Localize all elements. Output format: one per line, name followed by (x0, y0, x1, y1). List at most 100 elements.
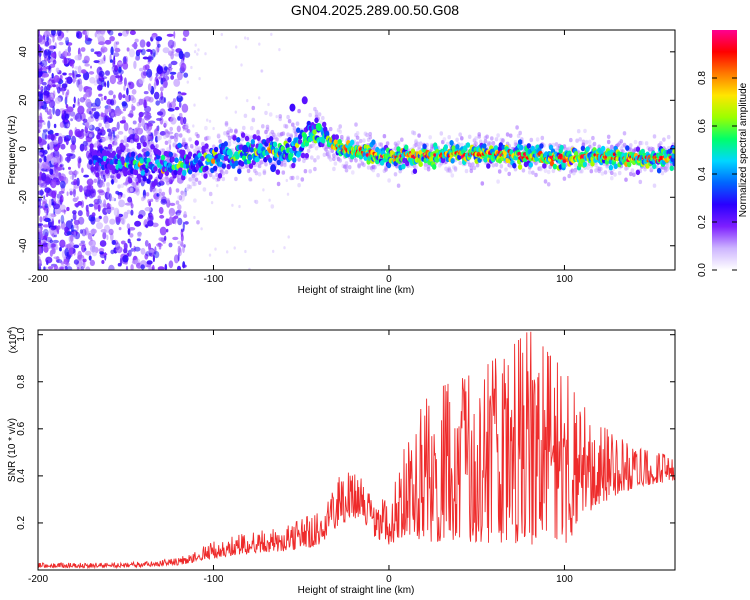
halo-blob (629, 171, 633, 177)
halo-blob (534, 172, 538, 178)
noise-blob (100, 112, 107, 118)
noise-blob (47, 120, 51, 129)
ridge-blob (580, 145, 586, 152)
noise-blob (51, 247, 56, 255)
noise-blob (39, 216, 43, 223)
noise-blob (144, 105, 152, 113)
halo-blob (122, 193, 126, 199)
noise-blob (184, 221, 189, 225)
halo-blob (129, 139, 134, 144)
noise-blob (153, 251, 160, 259)
noise-blob (146, 49, 152, 52)
halo-blob (328, 157, 333, 162)
halo-blob (488, 141, 493, 146)
noise-blob (104, 191, 110, 200)
halo-blob (142, 195, 147, 200)
halo-blob (178, 113, 183, 118)
noise-blob (173, 215, 179, 219)
ridge-blob (512, 162, 517, 169)
noise-blob (150, 49, 153, 55)
noise-blob (153, 91, 160, 100)
noise-blob (170, 60, 178, 66)
noise-blob (66, 206, 70, 212)
noise-blob (99, 240, 107, 247)
noise-blob (159, 108, 166, 118)
noise-blob (50, 53, 55, 58)
noise-blob (170, 51, 175, 60)
noise-blob (84, 145, 88, 151)
halo-blob (221, 171, 226, 176)
noise-blob (85, 121, 90, 129)
halo-blob (223, 131, 227, 136)
noise-blob (77, 210, 83, 217)
halo-blob (562, 176, 567, 181)
noise-blob (107, 105, 112, 113)
ridge-blob (170, 156, 175, 163)
noise-blob (140, 48, 146, 56)
halo-blob (586, 165, 590, 170)
noise-blob (43, 164, 47, 170)
ridge-blob (350, 139, 355, 146)
noise-blob (85, 250, 92, 256)
noise-blob (248, 267, 251, 270)
noise-blob (97, 195, 101, 200)
noise-blob (76, 177, 80, 187)
halo-blob (387, 178, 391, 183)
halo-blob (412, 131, 417, 136)
halo-blob (354, 122, 358, 127)
halo-blob (303, 169, 308, 174)
noise-blob (64, 248, 69, 257)
snr-series-line (38, 331, 675, 570)
halo-blob (90, 130, 94, 135)
ridge-blob (157, 162, 162, 168)
noise-blob (82, 118, 88, 123)
halo-blob (580, 169, 584, 174)
noise-blob (138, 209, 146, 218)
noise-blob (126, 87, 129, 96)
halo-blob (640, 140, 644, 146)
halo-blob (494, 162, 499, 167)
noise-blob (86, 144, 89, 153)
halo-blob (507, 171, 512, 177)
noise-blob (123, 122, 129, 132)
noise-blob (38, 201, 42, 206)
noise-blob (124, 202, 132, 206)
noise-blob (258, 42, 261, 46)
halo-blob (355, 135, 360, 140)
ridge-blob (116, 173, 121, 179)
halo-blob (617, 170, 622, 176)
halo-blob (665, 167, 669, 172)
halo-blob (332, 166, 336, 172)
ridge-blob (302, 133, 308, 139)
noise-blob (47, 134, 56, 140)
noise-blob (110, 59, 113, 63)
noise-blob (60, 143, 66, 150)
halo-blob (308, 112, 313, 118)
ridge-blob (386, 162, 392, 169)
halo-blob (313, 158, 317, 163)
noise-blob (46, 154, 53, 162)
noise-blob (62, 72, 67, 76)
halo-blob (254, 199, 259, 205)
halo-blob (99, 171, 104, 176)
noise-blob (180, 92, 187, 96)
halo-blob (227, 138, 232, 144)
ridge-blob (151, 181, 156, 188)
noise-blob (78, 31, 82, 38)
noise-blob (120, 247, 123, 252)
halo-blob (297, 108, 301, 114)
noise-blob (58, 204, 66, 211)
halo-blob (226, 130, 230, 135)
noise-blob (206, 118, 209, 122)
noise-blob (65, 77, 71, 80)
noise-blob (43, 95, 47, 102)
noise-blob (68, 166, 71, 170)
noise-blob (40, 189, 44, 197)
noise-blob (53, 123, 57, 129)
noise-blob (151, 264, 155, 270)
noise-blob (115, 246, 123, 254)
noise-blob (155, 100, 160, 106)
noise-blob (183, 211, 187, 218)
halo-blob (518, 130, 522, 136)
